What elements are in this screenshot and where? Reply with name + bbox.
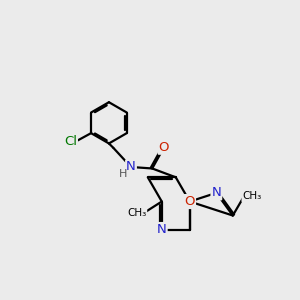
Text: H: H xyxy=(119,169,127,179)
Text: O: O xyxy=(184,195,195,208)
Text: O: O xyxy=(159,141,169,154)
Text: N: N xyxy=(157,223,167,236)
Text: CH₃: CH₃ xyxy=(127,208,146,218)
Text: N: N xyxy=(212,186,221,200)
Text: CH₃: CH₃ xyxy=(242,191,262,201)
Text: Cl: Cl xyxy=(64,136,77,148)
Text: N: N xyxy=(126,160,136,173)
